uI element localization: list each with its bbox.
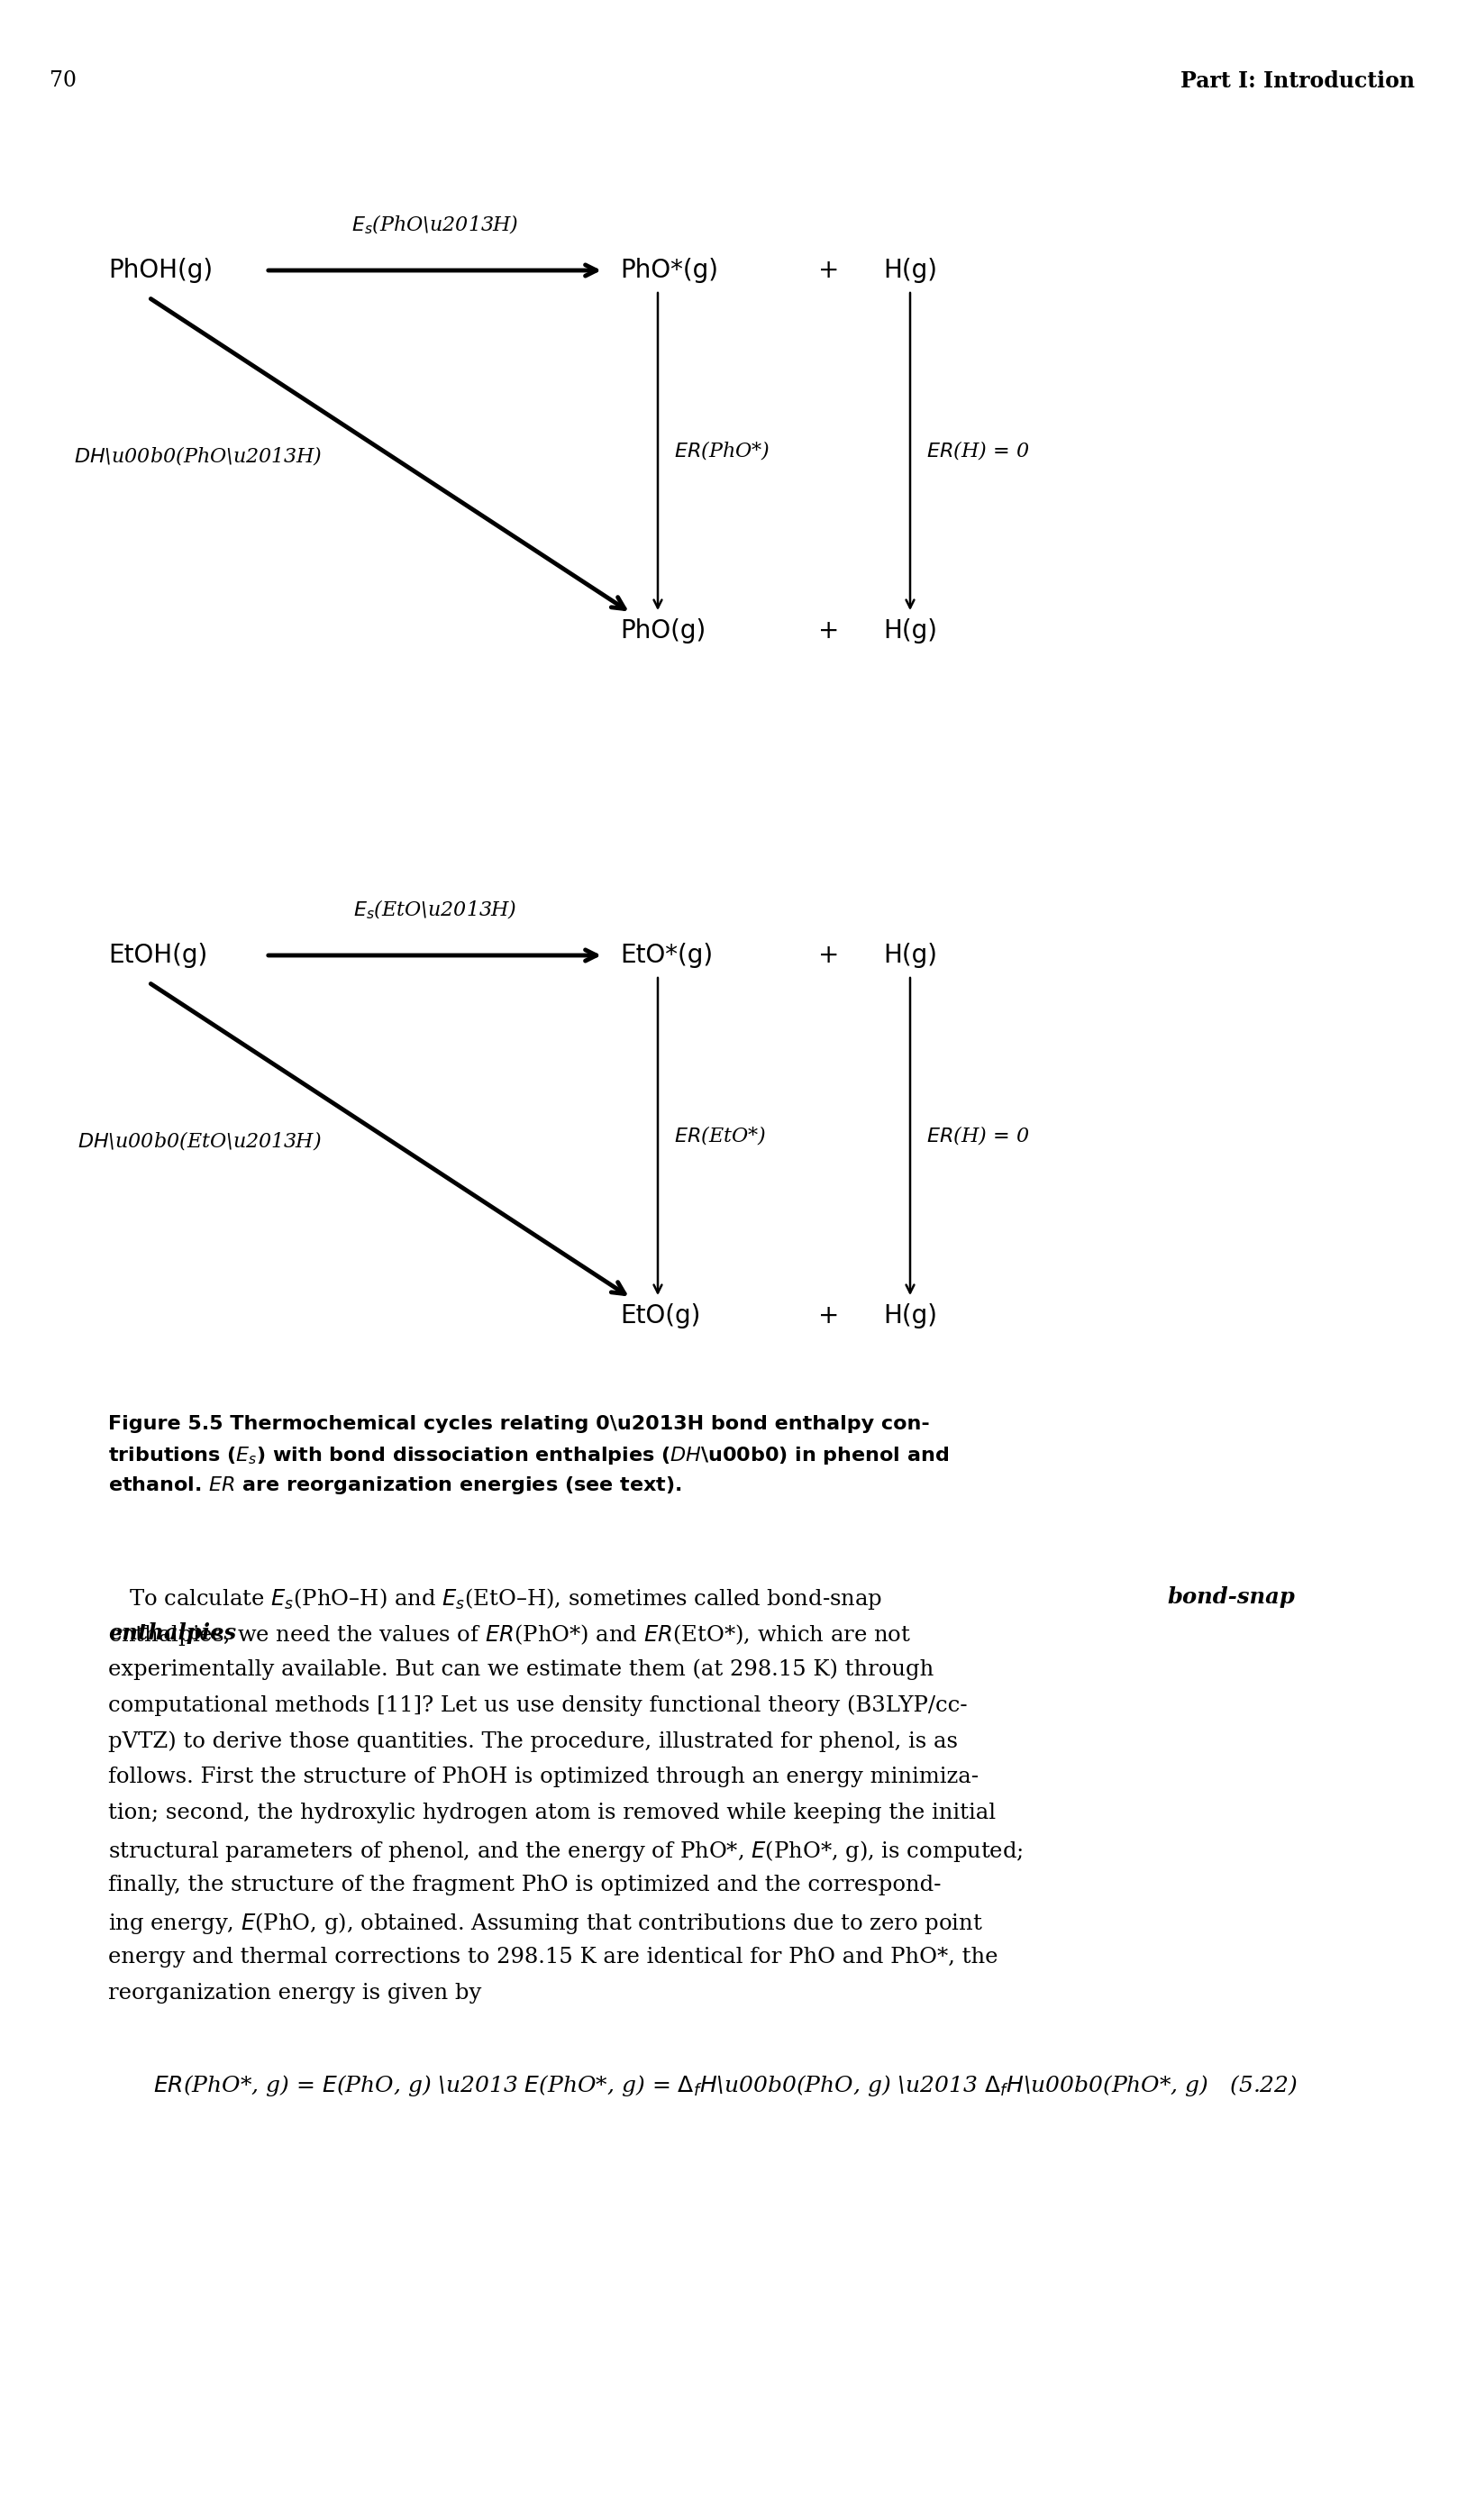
Text: H(g): H(g): [883, 942, 937, 968]
Text: follows. First the structure of PhOH is optimized through an energy minimiza-: follows. First the structure of PhOH is …: [109, 1767, 978, 1787]
Text: structural parameters of phenol, and the energy of PhO*, $\mathit{E}$(PhO*, g), : structural parameters of phenol, and the…: [109, 1840, 1024, 1865]
Text: $\mathit{ER}$(PhO*, g) = $\mathit{E}$(PhO, g) \u2013 $\mathit{E}$(PhO*, g) = $\D: $\mathit{ER}$(PhO*, g) = $\mathit{E}$(Ph…: [153, 2074, 1297, 2099]
Text: PhOH(g): PhOH(g): [109, 257, 213, 282]
Text: H(g): H(g): [883, 1303, 937, 1328]
Text: +: +: [819, 1303, 839, 1328]
Text: computational methods [11]? Let us use density functional theory (B3LYP/cc-: computational methods [11]? Let us use d…: [109, 1693, 967, 1716]
Text: H(g): H(g): [883, 257, 937, 282]
Text: +: +: [819, 617, 839, 643]
Text: tributions ($\mathit{E_s}$) with bond dissociation enthalpies ($\mathit{DH}$\u00: tributions ($\mathit{E_s}$) with bond di…: [109, 1444, 949, 1467]
Text: $\mathit{ER}$(H) = 0: $\mathit{ER}$(H) = 0: [926, 1124, 1030, 1147]
Text: energy and thermal corrections to 298.15 K are identical for PhO and PhO*, the: energy and thermal corrections to 298.15…: [109, 1948, 998, 1968]
Text: +: +: [819, 942, 839, 968]
Text: bond-snap: bond-snap: [1166, 1585, 1295, 1608]
Text: tion; second, the hydroxylic hydrogen atom is removed while keeping the initial: tion; second, the hydroxylic hydrogen at…: [109, 1802, 996, 1824]
Text: $\mathit{E_s}$(EtO\u2013H): $\mathit{E_s}$(EtO\u2013H): [354, 900, 516, 922]
Text: $\mathit{E_s}$(PhO\u2013H): $\mathit{E_s}$(PhO\u2013H): [351, 214, 518, 237]
Text: $\mathit{DH}$\u00b0(PhO\u2013H): $\mathit{DH}$\u00b0(PhO\u2013H): [75, 444, 323, 466]
Text: finally, the structure of the fragment PhO is optimized and the correspond-: finally, the structure of the fragment P…: [109, 1875, 942, 1895]
Text: $\mathit{ER}$(PhO*): $\mathit{ER}$(PhO*): [673, 438, 770, 461]
Text: enthalpies, we need the values of $\mathit{ER}$(PhO*) and $\mathit{ER}$(EtO*), w: enthalpies, we need the values of $\math…: [109, 1623, 911, 1648]
Text: EtOH(g): EtOH(g): [109, 942, 207, 968]
Text: H(g): H(g): [883, 617, 937, 643]
Text: experimentally available. But can we estimate them (at 298.15 K) through: experimentally available. But can we est…: [109, 1658, 934, 1678]
Text: pVTZ) to derive those quantities. The procedure, illustrated for phenol, is as: pVTZ) to derive those quantities. The pr…: [109, 1731, 958, 1751]
Text: reorganization energy is given by: reorganization energy is given by: [109, 1983, 481, 2003]
Text: Part I: Introduction: Part I: Introduction: [1181, 71, 1414, 91]
Text: Figure 5.5 Thermochemical cycles relating 0\u2013H bond enthalpy con-: Figure 5.5 Thermochemical cycles relatin…: [109, 1416, 930, 1434]
Text: $\mathit{ER}$(H) = 0: $\mathit{ER}$(H) = 0: [926, 438, 1030, 461]
Text: enthalpies: enthalpies: [109, 1623, 236, 1643]
Text: $\mathit{DH}$\u00b0(EtO\u2013H): $\mathit{DH}$\u00b0(EtO\u2013H): [78, 1129, 323, 1152]
Text: 70: 70: [50, 71, 76, 91]
Text: +: +: [819, 257, 839, 282]
Text: $\mathit{ER}$(EtO*): $\mathit{ER}$(EtO*): [673, 1124, 766, 1147]
Text: To calculate $\mathit{E_s}$(PhO–H) and $\mathit{E_s}$(EtO–H), sometimes called b: To calculate $\mathit{E_s}$(PhO–H) and $…: [109, 1585, 882, 1610]
Text: PhO*(g): PhO*(g): [621, 257, 719, 282]
Text: ing energy, $\mathit{E}$(PhO, g), obtained. Assuming that contributions due to z: ing energy, $\mathit{E}$(PhO, g), obtain…: [109, 1910, 983, 1935]
Text: PhO(g): PhO(g): [621, 617, 706, 643]
Text: ethanol. $\mathit{ER}$ are reorganization energies (see text).: ethanol. $\mathit{ER}$ are reorganizatio…: [109, 1474, 682, 1497]
Text: EtO(g): EtO(g): [621, 1303, 701, 1328]
Text: EtO*(g): EtO*(g): [621, 942, 713, 968]
